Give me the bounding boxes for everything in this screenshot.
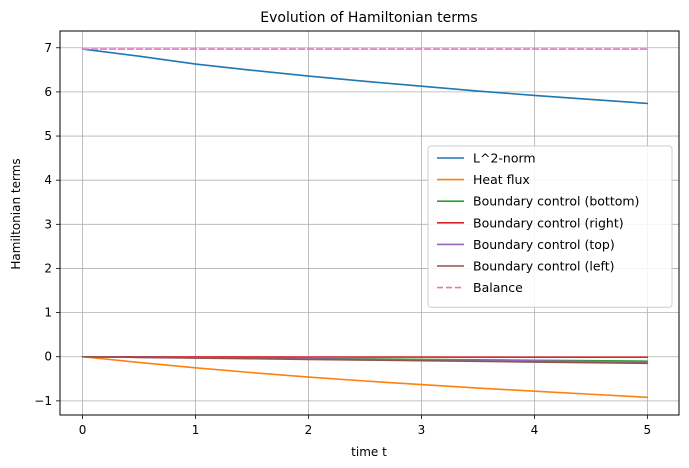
series-line-0 <box>81 48 649 105</box>
legend-label-4: Boundary control (top) <box>473 237 615 252</box>
plot-frame <box>59 30 680 416</box>
x-tick-label: 0 <box>79 423 87 437</box>
legend-label-0: L^2-norm <box>473 151 536 166</box>
ticks: 0 1 2 3 4 5 −1 0 1 2 3 4 5 6 7 <box>34 41 651 437</box>
y-tick-label: 4 <box>44 173 52 187</box>
x-tick-label: 1 <box>192 423 200 437</box>
x-tick-label: 5 <box>644 423 652 437</box>
x-tick-label: 2 <box>305 423 313 437</box>
y-tick-label: 0 <box>44 350 52 364</box>
y-tick-label: −1 <box>34 394 52 408</box>
series-line-1 <box>81 355 649 399</box>
legend-label-1: Heat flux <box>473 172 530 187</box>
legend-label-5: Boundary control (left) <box>473 259 614 274</box>
y-tick-label: 6 <box>44 85 52 99</box>
x-axis-label: time t <box>351 445 387 459</box>
y-tick-label: 2 <box>44 261 52 275</box>
series-line-5 <box>81 355 649 365</box>
legend-box <box>427 145 673 308</box>
x-tick-label: 4 <box>531 423 539 437</box>
legend-label-2: Boundary control (bottom) <box>473 194 639 209</box>
y-axis-label: Hamiltonian terms <box>9 158 23 269</box>
legend-label-3: Boundary control (right) <box>473 215 624 230</box>
series-lines <box>81 48 649 399</box>
legend: L^2-norm Heat flux Boundary control (botto… <box>427 145 673 308</box>
y-tick-label: 5 <box>44 129 52 143</box>
x-tick-label: 3 <box>418 423 426 437</box>
y-tick-label: 7 <box>44 41 52 55</box>
y-tick-label: 3 <box>44 217 52 231</box>
chart-title: Evolution of Hamiltonian terms <box>260 10 477 26</box>
legend-label-6: Balance <box>473 280 523 295</box>
y-tick-label: 1 <box>44 306 52 320</box>
